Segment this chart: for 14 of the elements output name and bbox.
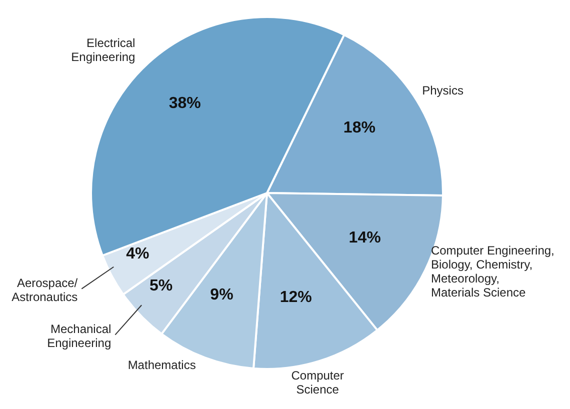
data-label: 18% [343,120,376,137]
slice-label: Aerospace/ Astronautics [12,276,78,304]
data-label: 12% [280,288,312,306]
slice-label: Electrical Engineering [71,36,136,64]
slice-label: Mechanical Engineering [47,322,112,350]
slice-label: Physics [422,83,464,98]
data-label: 14% [348,230,381,247]
data-label: 38% [168,95,201,112]
data-label: 4% [126,246,150,263]
data-label: 9% [210,286,234,304]
slice-label: Mathematics [128,358,196,372]
slice-label: Computer Engineering, Biology, Chemistry, Meteorology, Materials Science [430,243,554,300]
slice-label: Computer Science [291,368,344,397]
data-label: 5% [149,278,173,295]
